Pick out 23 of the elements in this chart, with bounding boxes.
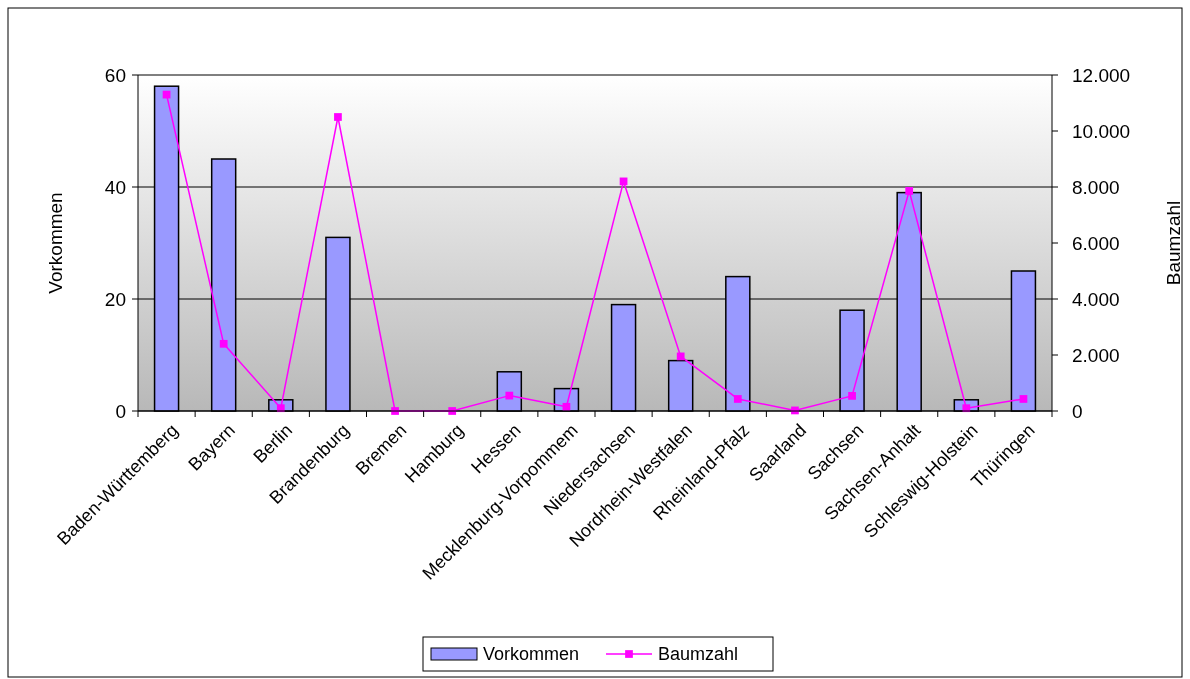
y2-tick-label: 6.000 [1072,232,1120,254]
legend-label: Baumzahl [658,644,739,665]
point [1019,395,1028,403]
y-tick-label: 40 [104,176,126,198]
y2-tick-label: 2.000 [1072,344,1120,366]
y2-axis-title: Baumzahl [1163,200,1184,286]
y2-tick-label: 12.000 [1072,64,1131,86]
y-tick-label: 60 [104,64,126,86]
legend-label: Vorkommen [483,644,580,665]
point [334,113,342,121]
y2-tick-label: 0 [1072,400,1083,422]
y2-tick-label: 4.000 [1072,288,1120,310]
y2-tick-label: 10.000 [1072,120,1131,142]
y2-tick-label: 8.000 [1072,176,1120,198]
point [219,339,228,348]
y-tick-label: 20 [104,288,126,310]
point [848,392,856,400]
point [733,395,742,403]
point [905,187,914,195]
point [676,352,685,361]
point [505,391,514,400]
y-axis-title: Vorkommen [45,192,66,294]
y-tick-label: 0 [115,400,126,422]
